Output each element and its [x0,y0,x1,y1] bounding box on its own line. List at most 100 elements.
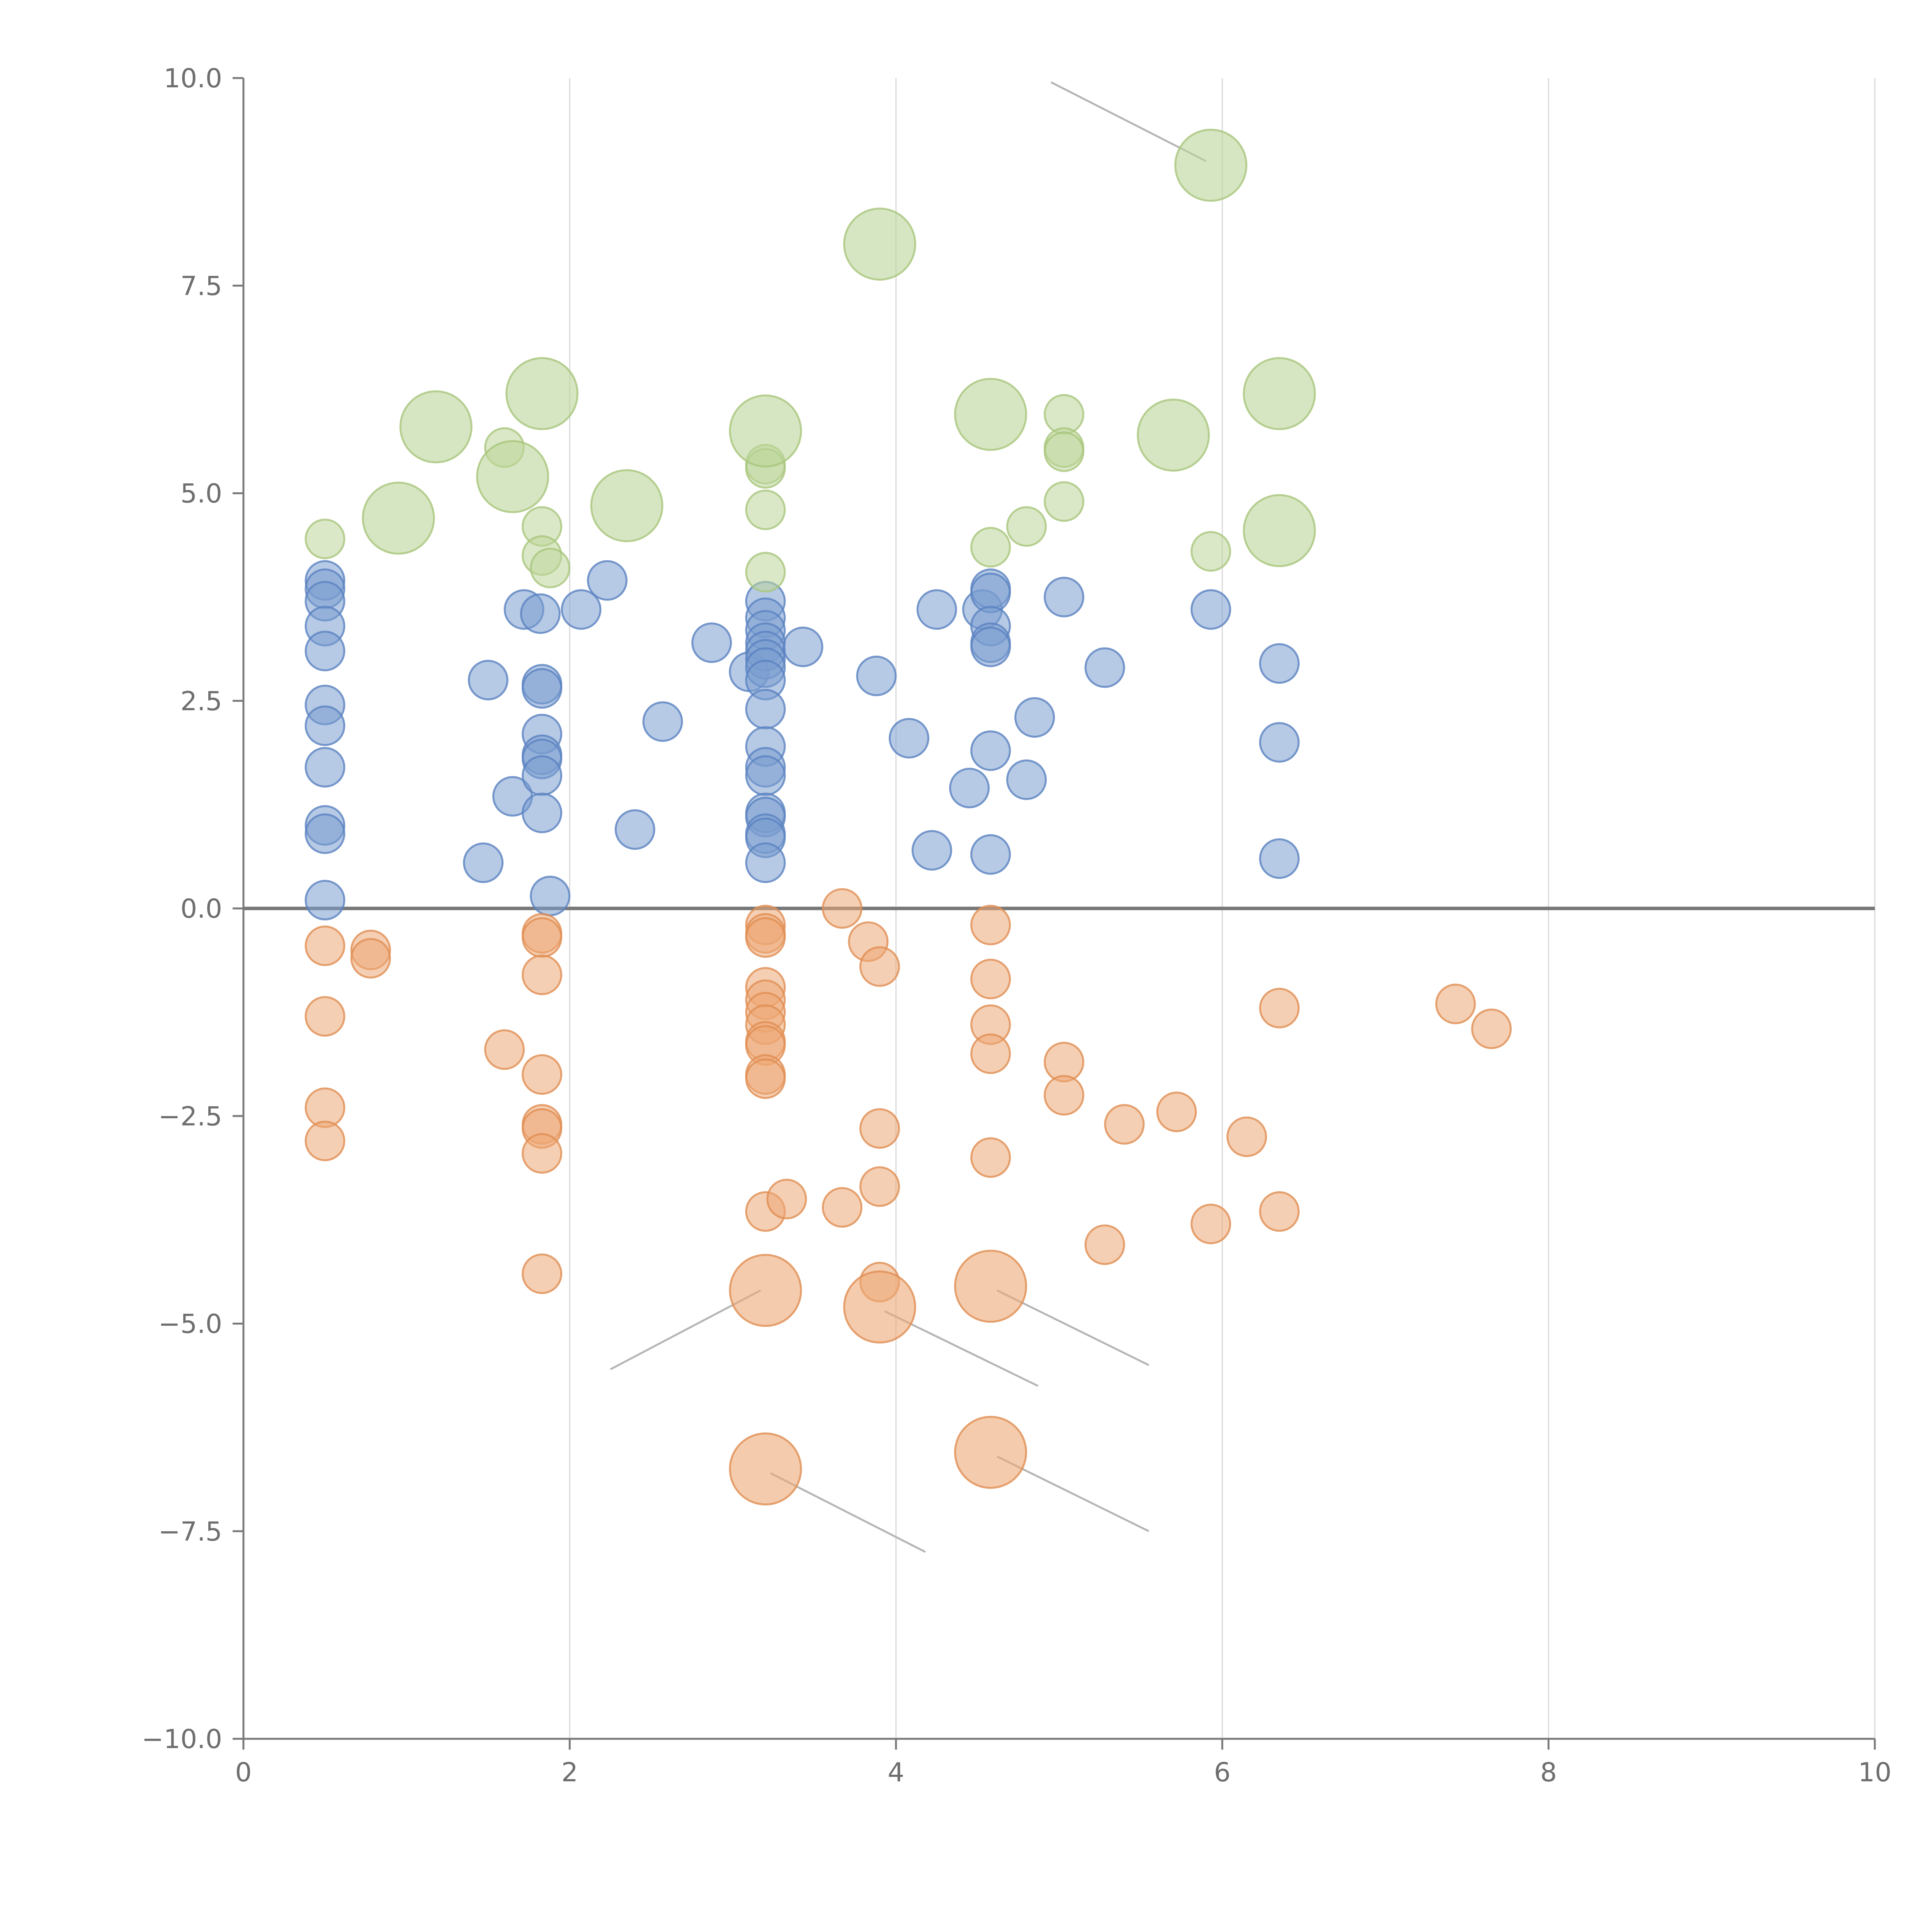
orange-point [1084,1224,1125,1265]
blue-point [642,701,683,742]
blue-point [949,767,990,808]
orange-point [745,917,786,958]
grid-lines [243,78,1876,1739]
blue-point [530,876,571,917]
blue-point [1259,722,1300,763]
blue-point [970,730,1011,771]
orange-point [484,1029,525,1070]
orange-point [1259,1191,1300,1232]
green-point [745,489,786,530]
y-tick-label: −2.5 [158,1101,222,1132]
blue-point [782,626,823,667]
orange-point [522,917,563,958]
x-tick-label: 6 [1214,1757,1231,1788]
orange-point [1259,988,1300,1029]
green-large-point [476,440,549,514]
blue-point [304,631,345,672]
blue-point [463,842,504,883]
blue-point [970,626,1011,667]
blue-point [1259,838,1300,879]
orange-point [859,1108,900,1149]
y-tick-label: 10.0 [164,63,222,94]
data-points [304,129,1512,1506]
orange-point [304,1121,345,1162]
green-point [1044,431,1085,472]
blue-point [522,755,563,796]
orange-large-point [729,1254,802,1327]
orange-point [1190,1204,1231,1245]
green-large-point [1174,129,1248,202]
orange-point [522,1054,563,1095]
orange-large-point [729,1432,802,1506]
blue-point [561,589,602,630]
blue-point [304,813,345,854]
y-tick-label: 7.5 [180,271,222,301]
blue-point [304,747,345,788]
blue-point [745,842,786,883]
orange-point [1226,1116,1267,1157]
blue-point [468,660,509,701]
blue-point [1014,697,1055,738]
y-tick-label: −7.5 [158,1517,222,1547]
x-tick-label: 10 [1858,1757,1892,1788]
blue-point [587,560,628,601]
green-large-point [1243,357,1316,430]
blue-point [745,689,786,730]
x-tick-label: 0 [235,1757,252,1788]
green-large-point [843,207,917,281]
blue-point [1044,577,1085,617]
green-large-point [954,378,1027,451]
orange-point [970,1033,1011,1074]
blue-point [522,793,563,833]
blue-point [522,668,563,709]
green-large-point [362,481,435,555]
green-point [1044,481,1085,522]
green-point [530,548,571,588]
orange-point [1435,983,1476,1024]
green-large-point [399,390,473,464]
blue-point [916,589,957,630]
y-tick-label: 2.5 [180,686,222,717]
orange-point [859,1166,900,1207]
blue-point [1006,759,1047,800]
blue-point [691,622,732,663]
blue-point [1259,643,1300,684]
orange-point [522,954,563,995]
blue-point [520,593,561,634]
green-point [745,552,786,593]
orange-point [350,938,391,979]
green-large-point [1137,398,1210,472]
orange-large-point [954,1250,1027,1323]
x-tick-label: 2 [561,1757,578,1788]
green-point [970,527,1011,568]
orange-point [1471,1009,1512,1049]
y-tick-label: 5.0 [180,479,222,509]
orange-large-point [954,1416,1027,1489]
y-tick-label: −5.0 [158,1309,222,1340]
orange-point [304,925,345,966]
orange-point [821,888,862,929]
orange-point [1104,1104,1145,1145]
orange-point [970,905,1011,946]
green-large-point [590,469,663,543]
orange-point [745,1058,786,1099]
orange-point [522,1133,563,1174]
green-point [1190,531,1231,572]
orange-point [304,996,345,1037]
blue-point [1084,647,1125,688]
y-tick-label: −10.0 [142,1724,222,1755]
x-tick-label: 8 [1540,1757,1557,1788]
y-tick-label: 0.0 [180,894,222,924]
blue-point [304,880,345,921]
axes: 0 2 4 6 8 10 −10.0 −7.5 −5.0 −2.5 0.0 2.5 5.0 7.5 10.0 [142,63,1892,1788]
orange-point [859,946,900,987]
blue-point [745,755,786,796]
green-large-point [1243,494,1316,567]
leader-lines [610,81,1207,1553]
blue-point [304,705,345,746]
orange-point [970,959,1011,1000]
blue-point [1190,589,1231,630]
blue-point [614,809,655,850]
orange-point [821,1187,862,1228]
